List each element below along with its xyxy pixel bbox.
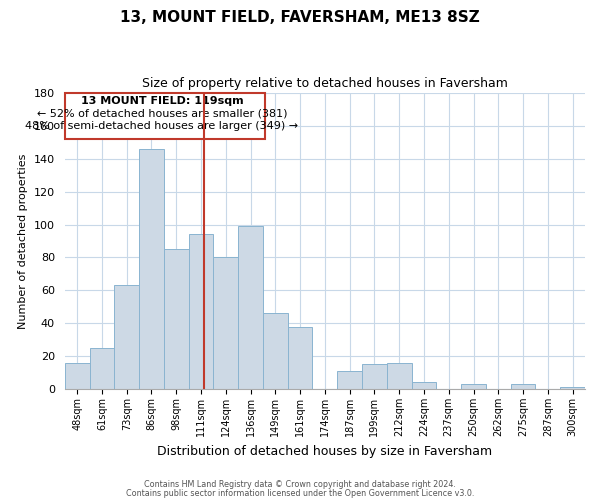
Bar — [263, 314, 288, 389]
Bar — [387, 362, 412, 389]
Bar — [461, 384, 486, 389]
Title: Size of property relative to detached houses in Faversham: Size of property relative to detached ho… — [142, 78, 508, 90]
Bar — [214, 258, 238, 389]
Bar — [511, 384, 535, 389]
X-axis label: Distribution of detached houses by size in Faversham: Distribution of detached houses by size … — [157, 444, 493, 458]
Bar — [238, 226, 263, 389]
Y-axis label: Number of detached properties: Number of detached properties — [19, 154, 28, 328]
Text: Contains public sector information licensed under the Open Government Licence v3: Contains public sector information licen… — [126, 490, 474, 498]
Text: 48% of semi-detached houses are larger (349) →: 48% of semi-detached houses are larger (… — [25, 121, 298, 131]
Bar — [115, 286, 139, 389]
Bar — [65, 362, 89, 389]
Bar — [164, 250, 188, 389]
Text: ← 52% of detached houses are smaller (381): ← 52% of detached houses are smaller (38… — [37, 108, 287, 118]
Bar — [362, 364, 387, 389]
Text: 13, MOUNT FIELD, FAVERSHAM, ME13 8SZ: 13, MOUNT FIELD, FAVERSHAM, ME13 8SZ — [120, 10, 480, 25]
Bar — [139, 149, 164, 389]
Text: 13 MOUNT FIELD: 119sqm: 13 MOUNT FIELD: 119sqm — [80, 96, 243, 106]
Text: Contains HM Land Registry data © Crown copyright and database right 2024.: Contains HM Land Registry data © Crown c… — [144, 480, 456, 489]
FancyBboxPatch shape — [65, 93, 265, 139]
Bar — [89, 348, 115, 389]
Bar — [560, 388, 585, 389]
Bar — [188, 234, 214, 389]
Bar — [337, 371, 362, 389]
Bar — [288, 326, 313, 389]
Bar — [412, 382, 436, 389]
